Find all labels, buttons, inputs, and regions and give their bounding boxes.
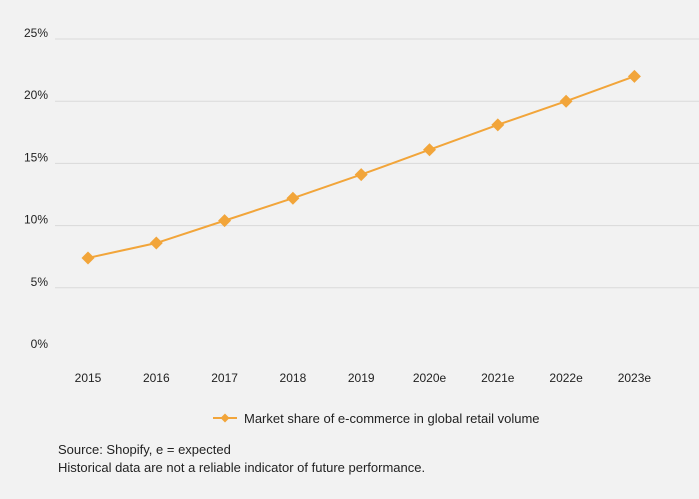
x-tick-label: 2021e <box>481 371 515 385</box>
series-market-share <box>81 69 641 265</box>
y-tick-label: 25% <box>24 26 48 40</box>
y-tick-label: 0% <box>31 337 49 351</box>
data-point-2021e <box>491 118 505 132</box>
x-tick-label: 2015 <box>75 371 102 385</box>
data-point-2015 <box>81 251 95 265</box>
disclaimer-note: Historical data are not a reliable indic… <box>58 460 426 475</box>
x-tick-label: 2022e <box>549 371 583 385</box>
data-point-2020e <box>423 143 436 157</box>
y-tick-label: 5% <box>31 275 49 289</box>
x-tick-label: 2017 <box>211 371 238 385</box>
x-tick-label: 2018 <box>280 371 307 385</box>
legend: Market share of e-commerce in global ret… <box>213 411 540 426</box>
legend-label: Market share of e-commerce in global ret… <box>244 411 540 426</box>
source-note: Source: Shopify, e = expected <box>58 442 231 457</box>
data-point-2022e <box>559 94 573 108</box>
y-tick-label: 15% <box>24 150 48 164</box>
footer: Source: Shopify, e = expected Historical… <box>58 441 425 477</box>
grid-lines <box>55 38 699 289</box>
x-tick-label: 2016 <box>143 371 170 385</box>
x-tick-label: 2023e <box>618 371 652 385</box>
series-line <box>87 75 635 259</box>
data-point-2019 <box>354 168 368 182</box>
data-point-2023e <box>627 69 641 83</box>
data-point-2018 <box>286 191 300 205</box>
x-axis-ticks: 2015 2016 2017 2018 2019 2020e 2021e 2022e 2023e <box>75 371 652 385</box>
legend-diamond-marker <box>220 413 230 423</box>
data-point-2017 <box>218 214 232 228</box>
y-tick-label: 20% <box>24 88 48 102</box>
line-chart: 0% 5% 10% 15% 20% 25% 2015 2016 2017 2018 2019 202… <box>24 26 699 426</box>
y-tick-label: 10% <box>24 213 48 227</box>
x-tick-label: 2020e <box>413 371 447 385</box>
data-point-2016 <box>149 236 163 250</box>
y-axis-ticks: 0% 5% 10% 15% 20% 25% <box>24 26 48 351</box>
x-tick-label: 2019 <box>348 371 375 385</box>
